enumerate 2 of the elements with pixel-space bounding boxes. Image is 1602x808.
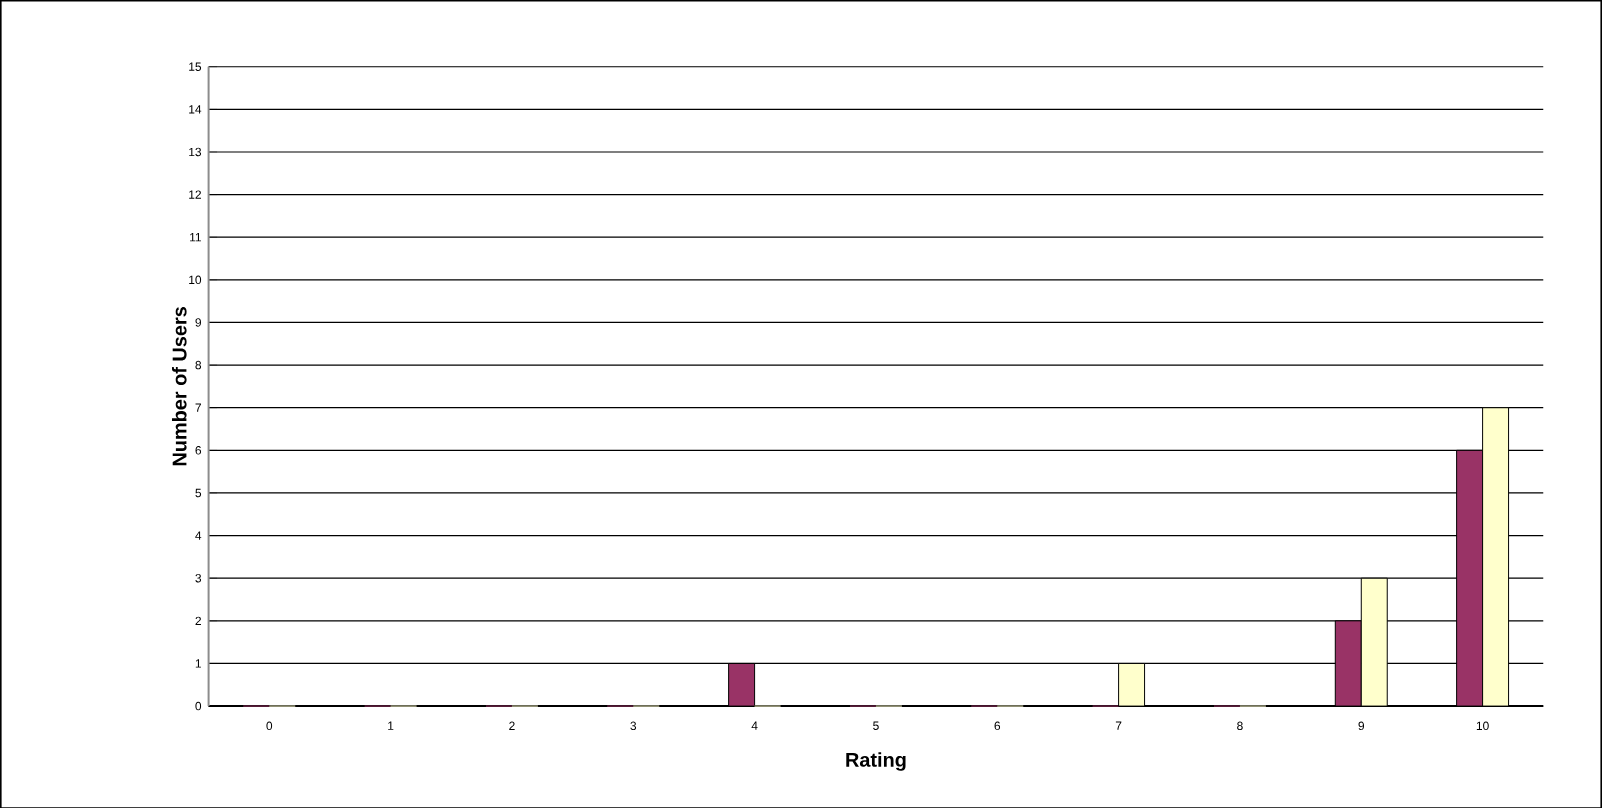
- y-axis-title: Number of Users: [171, 306, 187, 465]
- x-axis-title: Rating: [846, 751, 906, 771]
